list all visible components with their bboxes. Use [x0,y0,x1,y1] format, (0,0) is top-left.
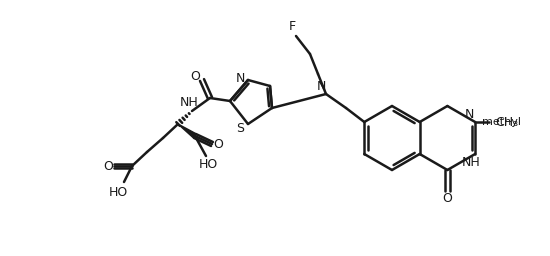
Text: NH: NH [462,155,481,168]
Text: O: O [442,193,452,206]
Text: F: F [288,20,295,34]
Text: N: N [235,71,245,84]
Text: N: N [465,108,474,121]
Text: O: O [190,69,200,82]
Text: NH: NH [180,95,199,109]
Text: O: O [213,137,223,151]
Polygon shape [178,124,196,138]
Text: N: N [316,80,326,93]
Text: CH₃: CH₃ [495,115,518,129]
Text: methyl: methyl [482,117,521,127]
Text: S: S [236,122,244,134]
Text: O: O [103,159,113,173]
Text: HO: HO [108,187,128,199]
Text: HO: HO [199,158,218,172]
